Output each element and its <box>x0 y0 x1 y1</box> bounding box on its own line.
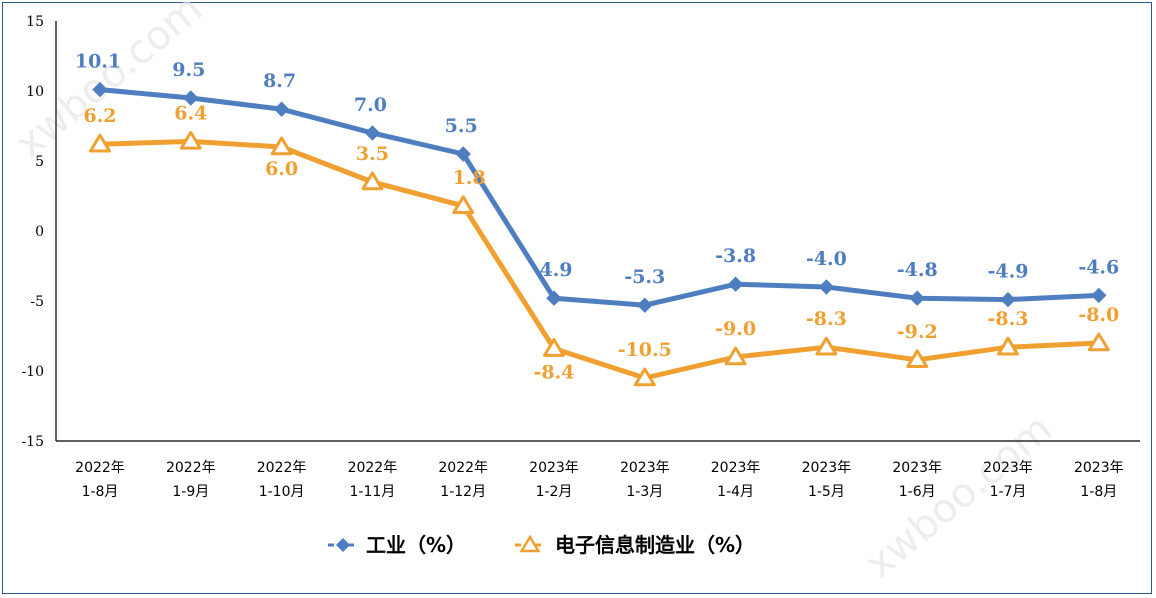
electronics-data-label: -8.3 <box>806 308 847 330</box>
x-tick-label-period: 1-8月 <box>1080 484 1117 500</box>
legend-diamond-icon <box>336 538 350 552</box>
electronics-triangle-marker <box>543 338 565 357</box>
electronics-triangle-marker <box>633 367 656 387</box>
x-tick-label-period: 1-6月 <box>899 484 936 500</box>
industry-diamond-marker <box>273 101 290 117</box>
electronics-triangle-marker <box>1087 332 1110 352</box>
x-tick-label-period: 1-9月 <box>172 484 209 500</box>
industry-diamond-marker <box>818 279 835 295</box>
x-tick-label-period: 1-5月 <box>808 484 845 500</box>
x-tick-label-period: 1-4月 <box>717 484 754 500</box>
electronics-data-label: 1.8 <box>453 167 486 189</box>
x-tick-label-period: 1-7月 <box>990 484 1027 500</box>
y-tick-label: -15 <box>21 434 44 450</box>
electronics-data-label: -10.5 <box>618 339 672 361</box>
electronics-triangle-marker <box>361 171 384 191</box>
legend-electronics-label: 电子信息制造业（%） <box>555 533 755 557</box>
x-tick-label-year: 2023年 <box>529 460 579 476</box>
industry-data-label: -5.3 <box>624 266 665 288</box>
electronics-triangle-marker <box>906 349 929 369</box>
x-tick-label-period: 1-2月 <box>536 484 573 500</box>
x-tick-label-year: 2022年 <box>166 460 216 476</box>
x-tick-label-period: 1-11月 <box>350 484 396 500</box>
y-tick-label: -5 <box>30 294 44 310</box>
x-tick-label-year: 2023年 <box>620 460 670 476</box>
electronics-triangle-marker <box>89 133 111 153</box>
electronics-data-label: 6.0 <box>265 158 298 180</box>
y-tick-label: 0 <box>35 224 44 240</box>
industry-data-label: 10.1 <box>75 51 121 73</box>
data-labels: 10.1 9.5 8.7 7.0 5.5 4.9 -5.3 -3.8 -4.0 -4.8 -4.9 -… <box>75 51 1119 384</box>
industry-data-label: 8.7 <box>263 70 296 92</box>
industry-data-label: -4.0 <box>806 248 847 270</box>
industry-diamond-marker <box>183 90 199 106</box>
industry-data-label: 7.0 <box>354 94 387 116</box>
industry-diamond-marker <box>546 290 562 306</box>
electronics-data-label: 6.2 <box>83 105 116 127</box>
x-tick-label-year: 2022年 <box>75 460 125 476</box>
y-tick-label: 15 <box>26 14 44 30</box>
industry-diamond-marker <box>455 146 471 162</box>
electronics-data-label: 6.4 <box>174 102 207 124</box>
x-tick-label-year: 2023年 <box>1074 460 1124 476</box>
electronics-data-label: -8.3 <box>988 308 1029 330</box>
x-tick-label-year: 2022年 <box>348 460 398 476</box>
x-tick-label-period: 1-3月 <box>626 484 663 500</box>
electronics-data-label: -8.4 <box>534 362 575 384</box>
x-tick-label-year: 2023年 <box>711 460 761 476</box>
watermark-text: xwboo.com <box>857 406 1061 588</box>
electronics-data-label: -8.0 <box>1078 304 1119 326</box>
y-tick-label: -10 <box>21 364 44 380</box>
industry-data-label: 5.5 <box>445 115 478 137</box>
x-tick-label-period: 1-12月 <box>440 484 486 500</box>
industry-diamond-marker <box>92 81 108 98</box>
industry-diamond-marker <box>364 125 381 141</box>
industry-diamond-marker <box>1000 291 1016 308</box>
x-tick-label-year: 2022年 <box>257 460 307 476</box>
x-tick-label-year: 2023年 <box>892 460 942 476</box>
industry-data-label: -4.6 <box>1078 256 1119 278</box>
legend-triangle-icon <box>519 534 541 553</box>
electronics-data-label: -9.0 <box>715 318 756 340</box>
x-tick-label-year: 2023年 <box>983 460 1033 476</box>
x-tick-label-year: 2023年 <box>802 460 852 476</box>
electronics-data-label: -9.2 <box>897 321 938 343</box>
x-tick-label-year: 2022年 <box>438 460 488 476</box>
axes: 15 10 5 0 -5 -10 -15 2022年 1-8月 2022年 1-9月 2022年 1-1… <box>21 14 1140 500</box>
industry-series-line <box>97 87 1102 308</box>
electronics-triangle-marker <box>997 336 1019 356</box>
industry-data-label: -4.8 <box>897 259 938 281</box>
electronics-triangle-marker <box>724 346 747 366</box>
y-tick-label: 10 <box>26 84 44 100</box>
series-layer <box>89 81 1110 387</box>
industry-data-label: 4.9 <box>539 259 572 281</box>
industry-diamond-marker <box>637 297 653 313</box>
electronics-triangle-marker <box>270 136 293 156</box>
industry-data-label: 9.5 <box>172 59 205 81</box>
industry-data-label: -3.8 <box>715 245 756 267</box>
electronics-triangle-marker <box>815 336 838 356</box>
electronics-triangle-marker <box>179 130 202 150</box>
electronics-triangle-marker <box>452 195 475 215</box>
legend-industry-label: 工业（%） <box>366 533 466 557</box>
industry-diamond-marker <box>1091 287 1107 304</box>
legend: 工业（%） 电子信息制造业（%） <box>328 533 755 557</box>
y-tick-label: 5 <box>35 154 44 170</box>
electronics-series-line <box>97 138 1102 381</box>
x-tick-label-period: 1-10月 <box>259 484 305 500</box>
industry-diamond-marker <box>727 276 744 292</box>
x-tick-label-period: 1-8月 <box>82 484 119 500</box>
electronics-data-label: 3.5 <box>356 143 389 165</box>
industry-diamond-marker <box>909 290 925 306</box>
industry-data-label: -4.9 <box>988 261 1029 283</box>
